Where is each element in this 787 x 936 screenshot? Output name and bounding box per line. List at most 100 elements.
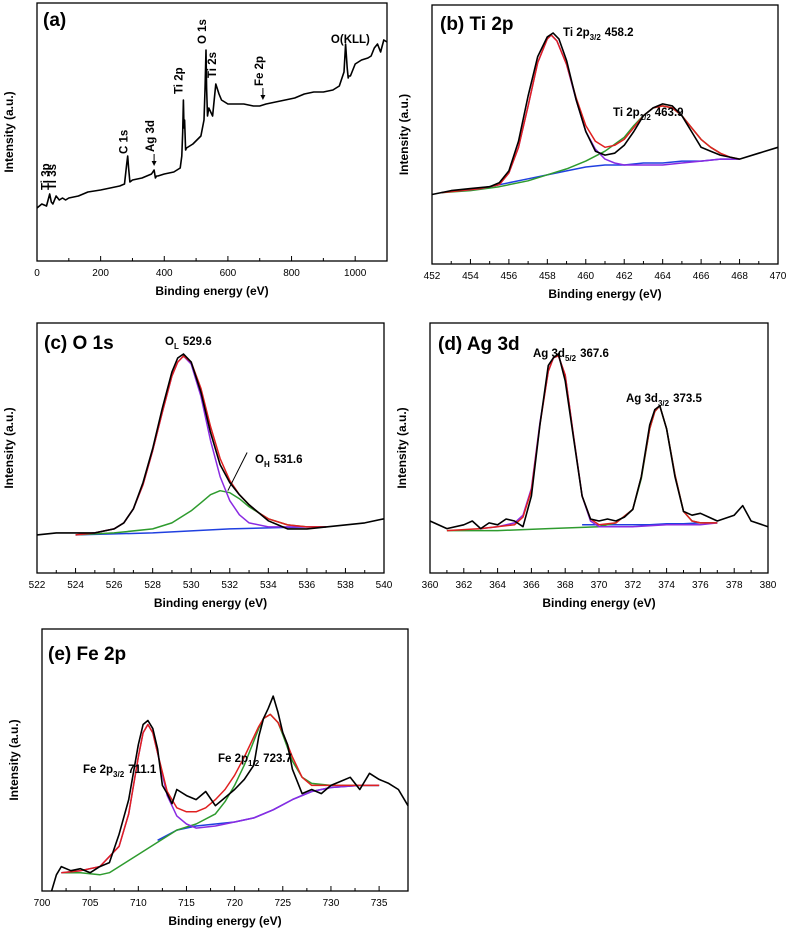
x-tick-label: 700 [34,898,51,909]
x-tick-label: 364 [489,580,506,591]
series-line-envelope [441,34,740,194]
plot-frame [36,2,388,262]
x-tick-label: 470 [770,271,787,282]
peak-label-name: Fe 2p [83,764,113,776]
x-tick-label: 368 [557,580,574,591]
peak-annotation: Ti 2p [174,67,186,94]
peak-label-name: Ti 2p [563,27,590,39]
y-axis-title: Intensity (a.u.) [2,407,16,488]
y-axis-title: Intensity (a.u.) [2,91,16,172]
peak-label-value: 723.7 [263,753,292,765]
x-tick-label: 360 [422,580,439,591]
peak-label-name: O [165,336,174,348]
x-tick-label: 1000 [344,268,367,279]
x-axis-title: Binding energy (eV) [155,284,268,298]
x-tick-label: 715 [178,898,195,909]
x-tick-label: 454 [462,271,479,282]
peak-label-value: 367.6 [580,348,609,360]
peak-label: Fe 2p3/2 711.1 [83,764,157,779]
x-tick-label: 372 [624,580,641,591]
x-tick-label: 710 [130,898,147,909]
panel-title: (d) Ag 3d [438,334,520,355]
series-line-ag-3d3-2-fit [446,405,718,532]
series-line-envelope [61,713,380,874]
panel-title: (c) O 1s [44,333,114,354]
peak-label-name: Ti 2p [613,107,640,119]
peak-annotation: Ag 3d [145,120,157,152]
peak-label: OH 531.6 [255,454,303,469]
peak-label-subscript: L [174,342,179,351]
x-tick-label: 540 [376,580,393,591]
series-line-fe-2p3-2-fit [61,723,380,874]
peak-label-value: 373.5 [673,393,702,405]
x-axis-title: Binding energy (eV) [548,287,661,301]
x-tick-label: 0 [34,268,40,279]
plot-frame [429,322,769,574]
x-tick-label: 530 [183,580,200,591]
series-line-raw [36,353,385,536]
peak-label: Ti 2p1/2 463.9 [613,107,684,122]
plot-frame [431,4,779,265]
peak-annotation: O(KLL) [331,34,370,46]
y-axis-title: Intensity (a.u.) [397,94,411,175]
chart-panel-c: 522 524 526 528 530 532 534 536 538 540 Binding en… [2,322,393,610]
chart-panel-e: 700 705 710 715 720 725 730 735 Binding energy (… [7,628,409,928]
peak-leader-line [227,452,248,491]
x-tick-label: 468 [731,271,748,282]
peak-label-name: O [255,454,264,466]
peak-label-value: 531.6 [274,454,303,466]
x-tick-label: 458 [539,271,556,282]
peak-label-subscript: 5/2 [565,354,577,363]
plot-frame [36,322,385,574]
x-tick-label: 725 [274,898,291,909]
x-tick-label: 456 [501,271,518,282]
peak-label-value: 463.9 [655,107,684,119]
peak-label-subscript: 1/2 [640,113,652,122]
x-tick-label: 534 [260,580,277,591]
x-tick-label: 522 [29,580,46,591]
panel-title: (e) Fe 2p [48,644,126,665]
x-tick-label: 376 [692,580,709,591]
panel-title: (b) Ti 2p [440,14,514,35]
chart-panel-d: 360 362 364 366 368 370 372 374 376 378 380 Binding… [395,322,777,610]
x-tick-label: 380 [760,580,777,591]
peak-label-subscript: 3/2 [590,33,602,42]
x-tick-label: 362 [455,580,472,591]
series-line-raw [431,32,779,196]
x-tick-label: 460 [577,271,594,282]
peak-label-name: Fe 2p [218,753,248,765]
series-line-envelope [446,355,718,532]
annotation-arrowhead [151,161,157,166]
x-axis-title: Binding energy (eV) [168,914,281,928]
x-tick-label: 452 [424,271,441,282]
x-tick-label: 538 [337,580,354,591]
x-tick-label: 735 [371,898,388,909]
x-tick-label: 720 [226,898,243,909]
x-tick-label: 730 [323,898,340,909]
chart-panel-b: 452 454 456 458 460 462 464 466 468 470 Binding en… [397,4,787,301]
series-line-raw [50,695,409,892]
peak-annotation: C 1s [119,130,131,154]
x-tick-label: 378 [726,580,743,591]
peak-label-value: 458.2 [605,27,634,39]
peak-label-name: Ag 3d [626,393,658,405]
x-tick-label: 370 [591,580,608,591]
peak-label-value: 529.6 [183,336,212,348]
peak-label-subscript: 3/2 [113,770,125,779]
x-axis-title: Binding energy (eV) [542,596,655,610]
series-line-background [157,784,380,841]
peak-annotation: Ti 3s [47,164,59,190]
x-axis-title: Binding energy (eV) [154,596,267,610]
peak-label: Ag 3d3/2 373.5 [626,393,702,408]
x-tick-label: 528 [144,580,161,591]
x-tick-label: 466 [693,271,710,282]
x-tick-label: 532 [221,580,238,591]
panel-title: (a) [43,10,66,31]
series-line-survey [36,39,388,209]
x-tick-label: 366 [523,580,540,591]
series-line-envelope [75,355,327,536]
peak-label-subscript: H [264,460,270,469]
peak-label: Fe 2p1/2 723.7 [218,753,292,768]
annotation-arrowhead [260,95,266,100]
